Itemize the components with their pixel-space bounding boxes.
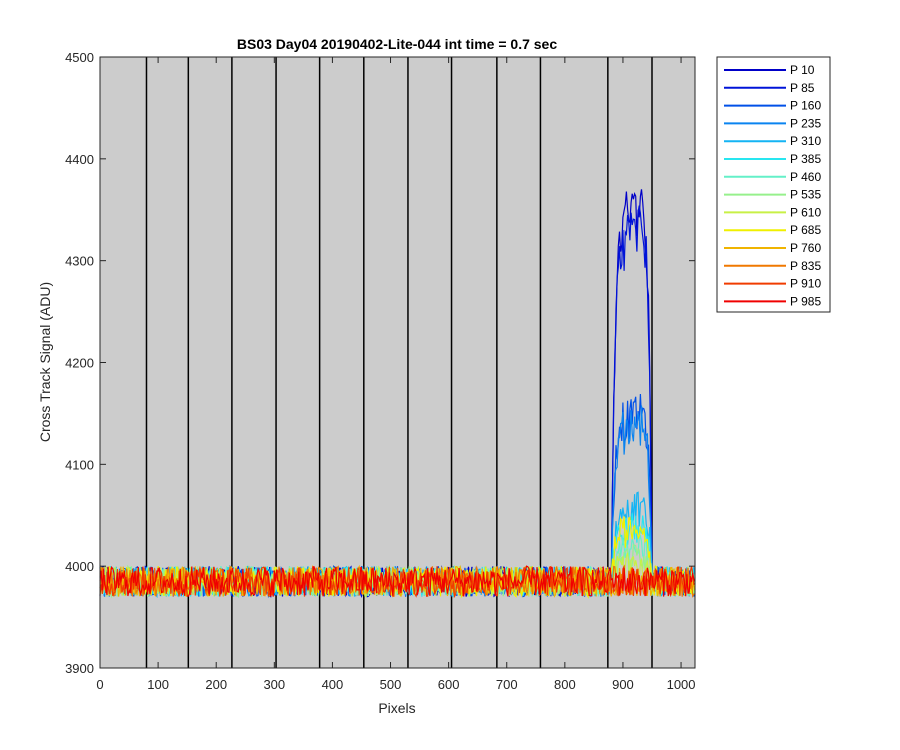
y-tick-label-2: 4100	[65, 457, 94, 472]
series-layer	[99, 189, 696, 599]
legend-label-4: P 310	[790, 134, 821, 148]
legend: P 10 P 85 P 160 P 235 P 310 P 385 P 460 P 535 P …	[716, 56, 831, 313]
vertical-dividers	[145, 57, 653, 668]
legend-box	[716, 56, 831, 313]
x-tick-label-10: 1000	[667, 677, 696, 692]
legend-label-11: P 835	[790, 259, 821, 273]
x-tick-label-7: 700	[496, 677, 518, 692]
x-tick-label-0: 0	[96, 677, 103, 692]
legend-label-2: P 160	[790, 99, 821, 113]
legend-label-3: P 235	[790, 116, 821, 130]
legend-label-8: P 610	[790, 205, 821, 219]
x-tick-label-4: 400	[322, 677, 344, 692]
chart-title: BS03 Day04 20190402-Lite-044 int time = …	[237, 36, 557, 52]
x-tick-label-2: 200	[205, 677, 227, 692]
x-tick-label-6: 600	[438, 677, 460, 692]
legend-label-0: P 10	[790, 63, 815, 77]
x-tick-label-9: 900	[612, 677, 634, 692]
y-tick-label-3: 4200	[65, 356, 94, 371]
x-axis-ticks: 0 100 200 300 400 500 600 700 800 900 1000	[96, 57, 696, 692]
legend-label-1: P 85	[790, 81, 815, 95]
y-tick-label-1: 4000	[65, 559, 94, 574]
y-tick-label-5: 4400	[65, 152, 94, 167]
series-line-p835	[99, 565, 696, 598]
series-line-p985	[99, 565, 696, 597]
y-tick-label-4: 4300	[65, 254, 94, 269]
y-tick-label-6: 4500	[65, 50, 94, 65]
x-tick-label-8: 800	[554, 677, 576, 692]
legend-label-10: P 760	[790, 241, 821, 255]
legend-label-12: P 910	[790, 277, 821, 291]
legend-label-6: P 460	[790, 170, 821, 184]
legend-label-5: P 385	[790, 152, 821, 166]
plot-area	[100, 57, 695, 668]
legend-label-13: P 985	[790, 294, 821, 308]
x-axis-label: Pixels	[378, 700, 415, 716]
legend-label-7: P 535	[790, 188, 821, 202]
y-axis-label: Cross Track Signal (ADU)	[37, 282, 53, 442]
x-tick-label-3: 300	[263, 677, 285, 692]
y-tick-label-0: 3900	[65, 661, 94, 676]
x-tick-label-1: 100	[147, 677, 169, 692]
x-tick-label-5: 500	[380, 677, 402, 692]
legend-label-9: P 685	[790, 223, 821, 237]
y-axis-ticks: 3900 4000 4100 4200 4300 4400 4500	[65, 50, 695, 676]
